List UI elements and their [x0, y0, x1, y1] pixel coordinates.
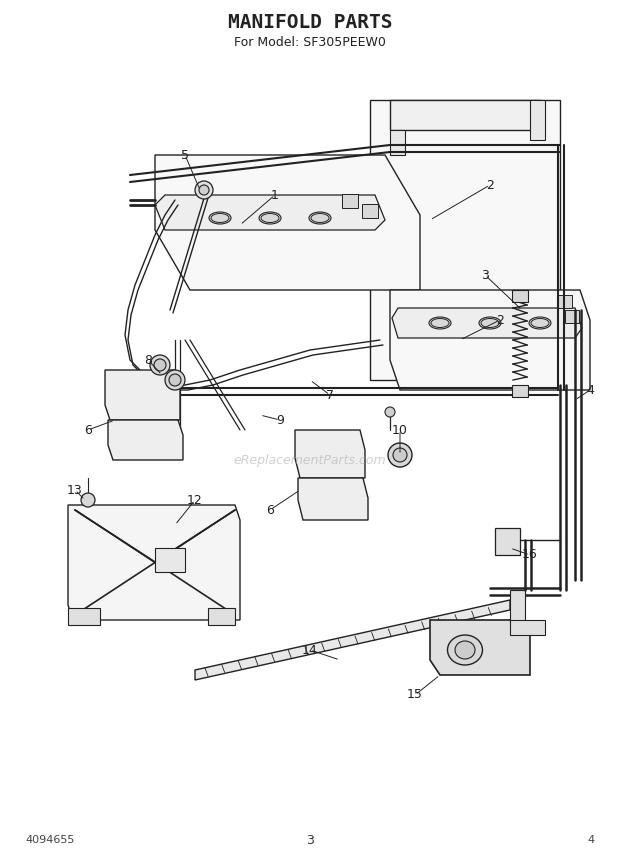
Polygon shape: [68, 505, 240, 620]
Polygon shape: [342, 194, 358, 208]
Text: 3: 3: [306, 834, 314, 847]
Text: 3: 3: [481, 269, 489, 282]
Polygon shape: [392, 308, 582, 338]
Text: 4: 4: [586, 383, 594, 396]
Text: 1: 1: [271, 188, 279, 201]
Text: 6: 6: [266, 503, 274, 516]
Circle shape: [393, 448, 407, 462]
Ellipse shape: [211, 213, 229, 223]
Polygon shape: [155, 195, 385, 230]
Circle shape: [388, 443, 412, 467]
Polygon shape: [298, 478, 368, 520]
Ellipse shape: [209, 212, 231, 224]
Circle shape: [195, 181, 213, 199]
Circle shape: [154, 359, 166, 371]
Polygon shape: [430, 620, 530, 675]
Text: 8: 8: [144, 354, 152, 366]
Ellipse shape: [529, 317, 551, 329]
Text: 9: 9: [276, 413, 284, 426]
Polygon shape: [510, 620, 545, 635]
Ellipse shape: [309, 212, 331, 224]
Ellipse shape: [448, 635, 482, 665]
Text: 14: 14: [302, 644, 318, 657]
Text: 4: 4: [588, 835, 595, 845]
Ellipse shape: [531, 318, 549, 328]
Circle shape: [385, 407, 395, 417]
Circle shape: [165, 370, 185, 390]
Text: 2: 2: [486, 179, 494, 192]
Polygon shape: [195, 600, 510, 680]
Text: 15: 15: [407, 688, 423, 702]
Circle shape: [150, 355, 170, 375]
Polygon shape: [208, 608, 235, 625]
Ellipse shape: [429, 317, 451, 329]
Ellipse shape: [431, 318, 449, 328]
Polygon shape: [105, 370, 180, 420]
Text: 5: 5: [181, 148, 189, 162]
Ellipse shape: [455, 641, 475, 659]
Polygon shape: [512, 385, 528, 397]
Circle shape: [199, 185, 209, 195]
Text: 16: 16: [522, 549, 538, 562]
Circle shape: [81, 493, 95, 507]
Polygon shape: [390, 100, 540, 130]
Polygon shape: [558, 295, 572, 308]
Polygon shape: [565, 310, 579, 323]
Ellipse shape: [481, 318, 499, 328]
Polygon shape: [390, 130, 405, 155]
Text: 13: 13: [67, 484, 83, 496]
Ellipse shape: [261, 213, 279, 223]
Polygon shape: [512, 290, 528, 302]
Circle shape: [169, 374, 181, 386]
Polygon shape: [155, 548, 185, 572]
Text: 12: 12: [187, 494, 203, 507]
Polygon shape: [390, 290, 590, 390]
Polygon shape: [295, 430, 365, 478]
Text: 2: 2: [496, 313, 504, 326]
Polygon shape: [68, 608, 100, 625]
Text: 7: 7: [326, 389, 334, 401]
Text: eReplacementParts.com: eReplacementParts.com: [234, 454, 386, 467]
Polygon shape: [530, 100, 545, 140]
Polygon shape: [495, 528, 520, 555]
Polygon shape: [108, 420, 183, 460]
Text: 4094655: 4094655: [25, 835, 74, 845]
Ellipse shape: [259, 212, 281, 224]
Polygon shape: [362, 204, 378, 218]
Polygon shape: [155, 155, 420, 290]
Ellipse shape: [479, 317, 501, 329]
Text: MANIFOLD PARTS: MANIFOLD PARTS: [228, 13, 392, 32]
Polygon shape: [510, 590, 525, 625]
Text: 6: 6: [84, 424, 92, 437]
Polygon shape: [370, 100, 560, 380]
Text: 10: 10: [392, 424, 408, 437]
Ellipse shape: [311, 213, 329, 223]
Text: For Model: SF305PEEW0: For Model: SF305PEEW0: [234, 35, 386, 49]
